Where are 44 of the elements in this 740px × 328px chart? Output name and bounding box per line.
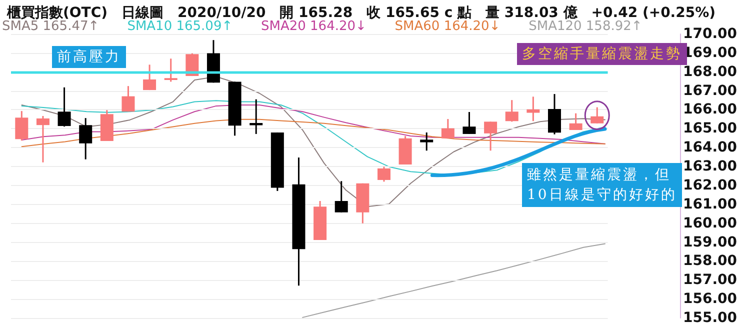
y-tick-label: 160.00: [682, 215, 738, 232]
y-tick-label: 155.00: [682, 310, 738, 326]
y-tick-label: 163.00: [682, 158, 738, 175]
y-tick-label: 156.00: [682, 291, 738, 308]
y-tick-label: 170.00: [682, 26, 738, 42]
candlestick: [441, 118, 454, 140]
ref-line-label: 前高壓力: [52, 46, 126, 68]
y-tick-label: 166.00: [682, 102, 738, 118]
candlestick: [526, 96, 540, 122]
candlestick: [58, 86, 71, 128]
candlestick: [164, 58, 178, 82]
y-tick-label: 167.00: [682, 82, 738, 99]
text: SMA60 164.20↓: [394, 19, 500, 34]
chart-title: 櫃買指數(OTC) 日線圖 2020/10/20 開 165.28 收 165.65 c 點 量 318.03 億 +0.42 (+0.25%): [6, 4, 716, 21]
y-tick-label: 169.00: [682, 44, 738, 61]
annotation: 雖然是量縮震盪，但10日線是守的好好的: [522, 163, 682, 207]
y-tick-label: 162.00: [682, 177, 738, 194]
text: SMA5 165.47↑: [2, 19, 100, 34]
candlestick: [250, 98, 263, 135]
candlestick: [334, 180, 348, 214]
y-tick-label: 158.00: [682, 253, 738, 270]
text: SMA20 164.20↓: [261, 19, 366, 34]
text: SMA120 158.92↑: [528, 19, 642, 34]
y-tick-label: 164.00: [682, 140, 738, 156]
y-tick-label: 165.00: [682, 120, 738, 137]
candlestick: [548, 93, 561, 136]
candlestick: [569, 112, 582, 131]
candlestick: [462, 111, 476, 135]
candlestick: [505, 99, 518, 122]
candlestick: [15, 110, 28, 142]
candlestick: [590, 106, 604, 124]
candlestick: [143, 64, 156, 91]
y-tick-label: 159.00: [682, 234, 738, 250]
candlestick: [484, 120, 498, 152]
candlestick: [420, 132, 434, 152]
text: SMA10 165.09↑: [127, 19, 233, 34]
candlestick: [377, 166, 390, 182]
y-tick-label: 157.00: [682, 272, 738, 288]
candlestick: [79, 117, 92, 160]
annotation: 多空縮手量縮震盪走勢: [522, 46, 682, 62]
candlestick: [36, 115, 50, 164]
candlestick: [122, 85, 135, 112]
y-tick-label: 161.00: [682, 196, 738, 212]
y-tick-label: 168.00: [682, 64, 738, 80]
